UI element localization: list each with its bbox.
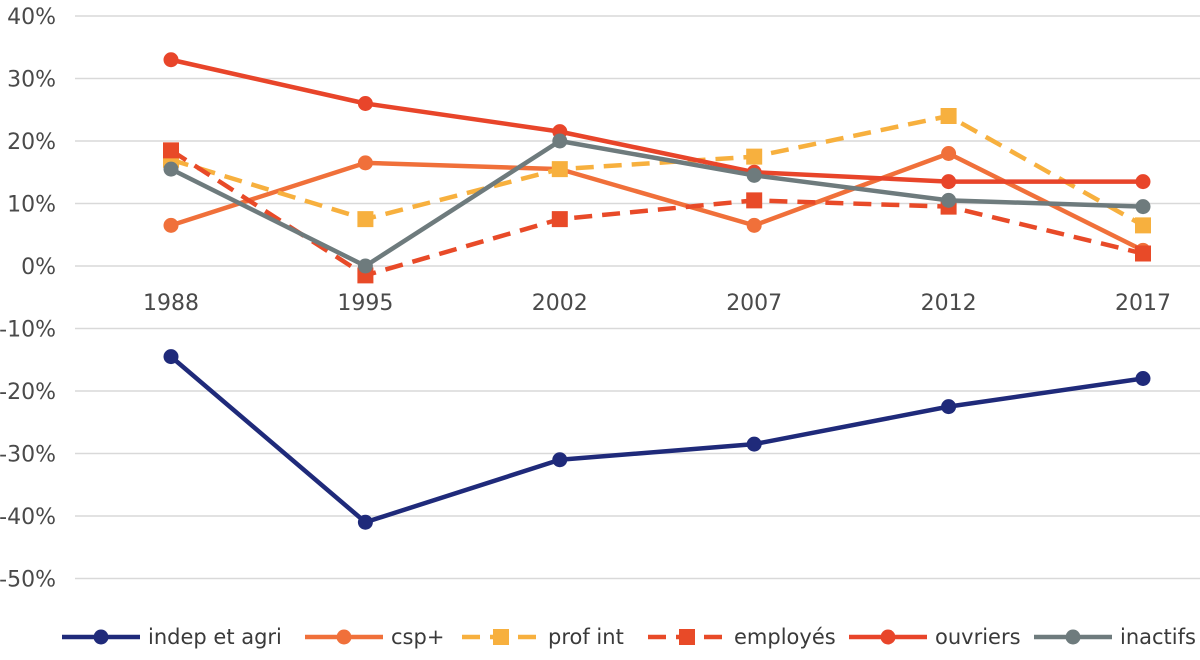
legend-marker	[880, 629, 896, 645]
legend-entry-ouvriers: ouvriers	[849, 625, 1021, 649]
data-point	[941, 192, 957, 208]
data-point	[746, 217, 762, 233]
data-point	[941, 146, 957, 161]
data-point	[1135, 245, 1151, 262]
series-prof-int	[163, 108, 1151, 234]
x-axis-tick-labels: 1988 1995 2002 2007 2012 2017	[143, 291, 1171, 316]
legend-label: csp+	[391, 625, 444, 649]
series-line	[169, 148, 1144, 278]
legend-entry-employes: employés	[648, 625, 836, 649]
data-point	[357, 211, 374, 228]
series-employes	[163, 142, 1151, 284]
x-tick-label: 1995	[337, 291, 393, 316]
data-point	[357, 514, 373, 530]
series-line	[169, 354, 1144, 525]
legend-marker	[679, 629, 695, 645]
legend-label: ouvriers	[935, 625, 1021, 649]
data-point	[163, 142, 179, 159]
legend: indep et agri csp+ prof int employés ouvrier…	[62, 625, 1196, 649]
legend-label: prof int	[548, 625, 624, 649]
data-point	[551, 161, 568, 178]
y-tick-label: 0%	[21, 255, 56, 280]
y-tick-label: -20%	[0, 380, 56, 405]
legend-entry-inactifs: inactifs	[1034, 625, 1196, 649]
legend-marker	[1065, 629, 1081, 645]
legend-marker	[336, 629, 352, 645]
y-tick-label: -30%	[0, 443, 56, 468]
data-point	[552, 452, 568, 468]
y-tick-label: -50%	[0, 568, 56, 593]
series-ouvriers	[163, 52, 1151, 190]
data-point	[551, 211, 568, 228]
legend-entry-csp: csp+	[305, 625, 444, 649]
y-tick-label: -10%	[0, 318, 56, 343]
legend-label: employés	[734, 625, 836, 649]
legend-entry-prof-int: prof int	[462, 625, 624, 649]
x-tick-label: 1988	[143, 291, 199, 316]
legend-marker	[93, 629, 109, 645]
data-point	[1135, 371, 1151, 386]
data-point	[940, 108, 957, 124]
series-inactifs	[163, 133, 1151, 274]
data-point	[746, 148, 763, 165]
data-point	[163, 52, 179, 68]
data-point	[746, 192, 763, 209]
legend-marker	[493, 629, 509, 645]
data-point	[1135, 217, 1151, 234]
legend-entry-indep-et-agri: indep et agri	[62, 625, 282, 649]
data-point	[746, 167, 762, 183]
x-tick-label: 2012	[921, 291, 977, 316]
y-tick-label: -40%	[0, 505, 56, 530]
series-indep-et-agri	[163, 349, 1151, 530]
y-tick-label: 30%	[7, 68, 56, 93]
gridlines	[75, 15, 1200, 580]
data-point	[357, 96, 373, 111]
legend-label: inactifs	[1120, 625, 1196, 649]
series-line	[169, 138, 1144, 269]
series-line	[170, 57, 1143, 184]
data-point	[552, 133, 568, 149]
series-csp	[163, 146, 1151, 258]
x-tick-label: 2002	[532, 291, 588, 316]
data-point	[1135, 174, 1151, 190]
data-point	[357, 155, 373, 171]
y-tick-label: 40%	[7, 5, 56, 30]
y-axis-tick-labels: 40% 30% 20% 10% 0% -10% -20% -30% -40% -50%	[0, 5, 56, 593]
series-line	[170, 151, 1145, 253]
series-line	[170, 113, 1145, 228]
x-tick-label: 2017	[1115, 291, 1171, 316]
y-tick-label: 10%	[7, 193, 56, 218]
data-point	[163, 217, 179, 233]
series-lines	[163, 52, 1151, 530]
data-point	[1135, 199, 1151, 215]
y-tick-label: 20%	[7, 130, 56, 155]
data-point	[163, 349, 179, 365]
legend-label: indep et agri	[148, 625, 282, 649]
data-point	[163, 161, 179, 177]
data-point	[941, 399, 957, 415]
data-point	[941, 174, 957, 190]
x-tick-label: 2007	[726, 291, 782, 316]
data-point	[746, 436, 762, 452]
data-point	[357, 258, 373, 274]
